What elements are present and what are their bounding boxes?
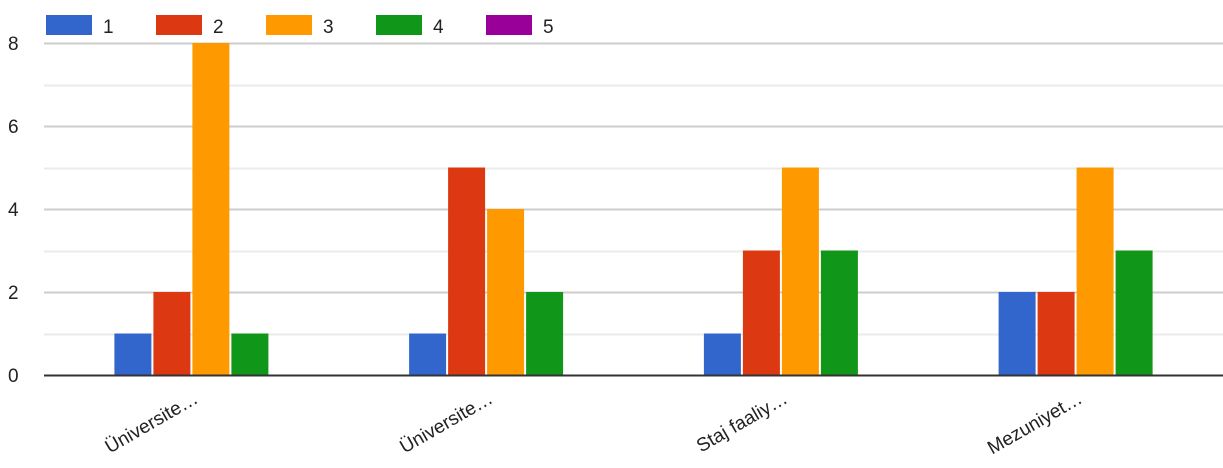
bar (781, 167, 819, 375)
gridlines (44, 42, 1223, 336)
legend-label: 4 (433, 17, 444, 38)
bar (1115, 250, 1153, 375)
y-tick-label: 4 (8, 200, 19, 221)
y-tick-label: 6 (8, 117, 19, 138)
bar (820, 250, 858, 375)
y-tick-label: 8 (8, 34, 19, 55)
legend-label: 2 (213, 17, 224, 38)
legend-label: 5 (543, 17, 554, 38)
legend-label: 1 (103, 17, 114, 38)
bar (703, 333, 741, 375)
bar (526, 292, 564, 375)
bar (448, 167, 486, 375)
bar (192, 43, 230, 375)
bar (742, 250, 780, 375)
bar (487, 209, 525, 375)
legend-swatch (46, 15, 92, 35)
legend-swatch (486, 15, 532, 35)
x-tick-label: Üniversite… (397, 388, 497, 458)
bar (114, 333, 152, 375)
legend-label: 3 (323, 17, 334, 38)
x-tick-label: Staj faaliy… (693, 388, 791, 457)
x-axis-labels: Üniversite… Üniversite… Staj faaliy… Mezuni… (102, 388, 1086, 459)
x-tick-label: Üniversite… (102, 388, 202, 458)
legend-swatch (376, 15, 422, 35)
bar (998, 292, 1036, 375)
bars (114, 43, 1153, 375)
x-tick-label: Mezuniyet… (984, 388, 1086, 459)
y-axis-ticks: 0 2 4 6 8 (8, 34, 19, 387)
legend: 1 2 3 4 5 (46, 15, 554, 38)
legend-swatch (266, 15, 312, 35)
bar (1037, 292, 1075, 375)
bar (153, 292, 191, 375)
bar (231, 333, 269, 375)
legend-swatch (156, 15, 202, 35)
bar (1076, 167, 1114, 375)
y-tick-label: 2 (8, 283, 19, 304)
y-tick-label: 0 (8, 366, 19, 387)
bar (409, 333, 447, 375)
